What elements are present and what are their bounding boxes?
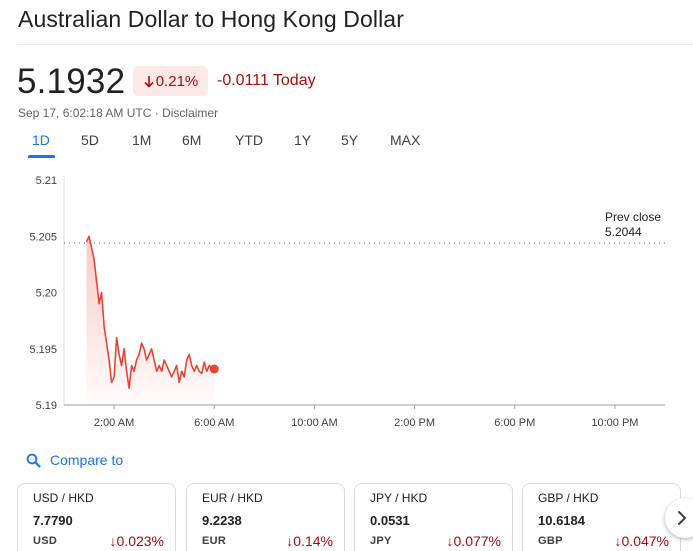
card-value: 9.2238 [202,513,242,528]
card-change: ↓0.023% [110,533,164,549]
title-divider [17,44,693,45]
tab-max[interactable]: MAX [390,132,421,148]
card-pair: JPY / HKD [370,491,428,505]
compare-to-button[interactable]: Compare to [26,452,123,468]
x-tick-label: 6:00 PM [494,417,535,429]
change-period-label: Today [272,72,316,89]
disclaimer-link[interactable]: Disclaimer [162,106,219,120]
absolute-change: -0.0111 Today [217,72,316,90]
search-icon [26,453,41,468]
x-tick-label: 2:00 PM [394,417,435,429]
card-change: ↓0.047% [615,533,669,549]
tab-1y[interactable]: 1Y [294,132,312,148]
compare-card-gbp-hkd[interactable]: GBP / HKD 10.6184 GBP ↓0.047% [522,483,681,551]
card-change-value: 0.077% [453,533,501,549]
meta-separator: · [151,106,163,120]
percent-change-value: 0.21% [155,72,199,90]
tab-1m[interactable]: 1M [132,132,152,148]
price-area-fill [86,236,215,405]
timestamp: Sep 17, 6:02:18 AM UTC [18,106,152,120]
y-tick-label: 5.20 [36,288,57,300]
arrow-down-icon [144,75,154,88]
compare-card-jpy-hkd[interactable]: JPY / HKD 0.0531 JPY ↓0.077% [354,483,513,551]
card-pair: EUR / HKD [202,491,263,505]
arrow-down-icon: ↓ [446,533,454,549]
tab-5y[interactable]: 5Y [341,132,359,148]
y-tick-label: 5.19 [36,400,57,412]
next-cards-button[interactable] [665,498,693,538]
card-pair: USD / HKD [33,491,94,505]
card-base-currency: EUR [202,535,227,547]
card-base-currency: USD [33,535,58,547]
card-change-value: 0.047% [621,533,669,549]
compare-to-label: Compare to [50,452,124,468]
card-value: 0.0531 [370,513,410,528]
x-tick-label: 10:00 AM [291,417,337,429]
card-change-value: 0.023% [116,533,164,549]
compare-card-eur-hkd[interactable]: EUR / HKD 9.2238 EUR ↓0.14% [186,483,345,551]
card-base-currency: JPY [370,535,392,547]
card-pair: GBP / HKD [538,491,599,505]
x-tick-label: 6:00 AM [194,417,234,429]
tab-5d[interactable]: 5D [81,132,99,148]
tab-1d[interactable]: 1D [32,132,50,148]
current-price-dot [209,364,219,374]
tab-6m[interactable]: 6M [182,132,202,148]
selected-tab-indicator [28,155,55,158]
chevron-right-icon [678,511,686,525]
card-change-value: 0.14% [293,533,333,549]
page-title: Australian Dollar to Hong Kong Dollar [18,6,404,32]
prev-close-value: 5.2044 [605,225,642,239]
card-change: ↓0.077% [447,533,501,549]
prev-close-label: Prev close [605,210,661,224]
compare-card-usd-hkd[interactable]: USD / HKD 7.7790 USD ↓0.023% [17,483,176,551]
price-chart[interactable]: 5.21 5.205 5.20 5.195 5.19 2:00 AM 6:00 AM 10:… [0,168,693,438]
percent-change-badge: 0.21% [133,66,208,96]
y-tick-label: 5.205 [29,231,57,243]
y-tick-label: 5.195 [29,344,57,356]
card-base-currency: GBP [538,535,563,547]
x-tick-label: 2:00 AM [94,417,134,429]
card-change: ↓0.14% [286,533,333,549]
absolute-change-value: -0.0111 [217,72,269,89]
x-tick-label: 10:00 PM [591,417,638,429]
price-line [85,235,215,389]
timestamp-line: Sep 17, 6:02:18 AM UTC · Disclaimer [18,106,218,120]
card-value: 10.6184 [538,513,585,528]
y-tick-label: 5.21 [36,175,57,187]
arrow-down-icon: ↓ [286,533,294,549]
card-value: 7.7790 [33,513,73,528]
current-price: 5.1932 [17,62,126,101]
arrow-down-icon: ↓ [109,533,117,549]
tab-ytd[interactable]: YTD [235,132,263,148]
arrow-down-icon: ↓ [614,533,622,549]
